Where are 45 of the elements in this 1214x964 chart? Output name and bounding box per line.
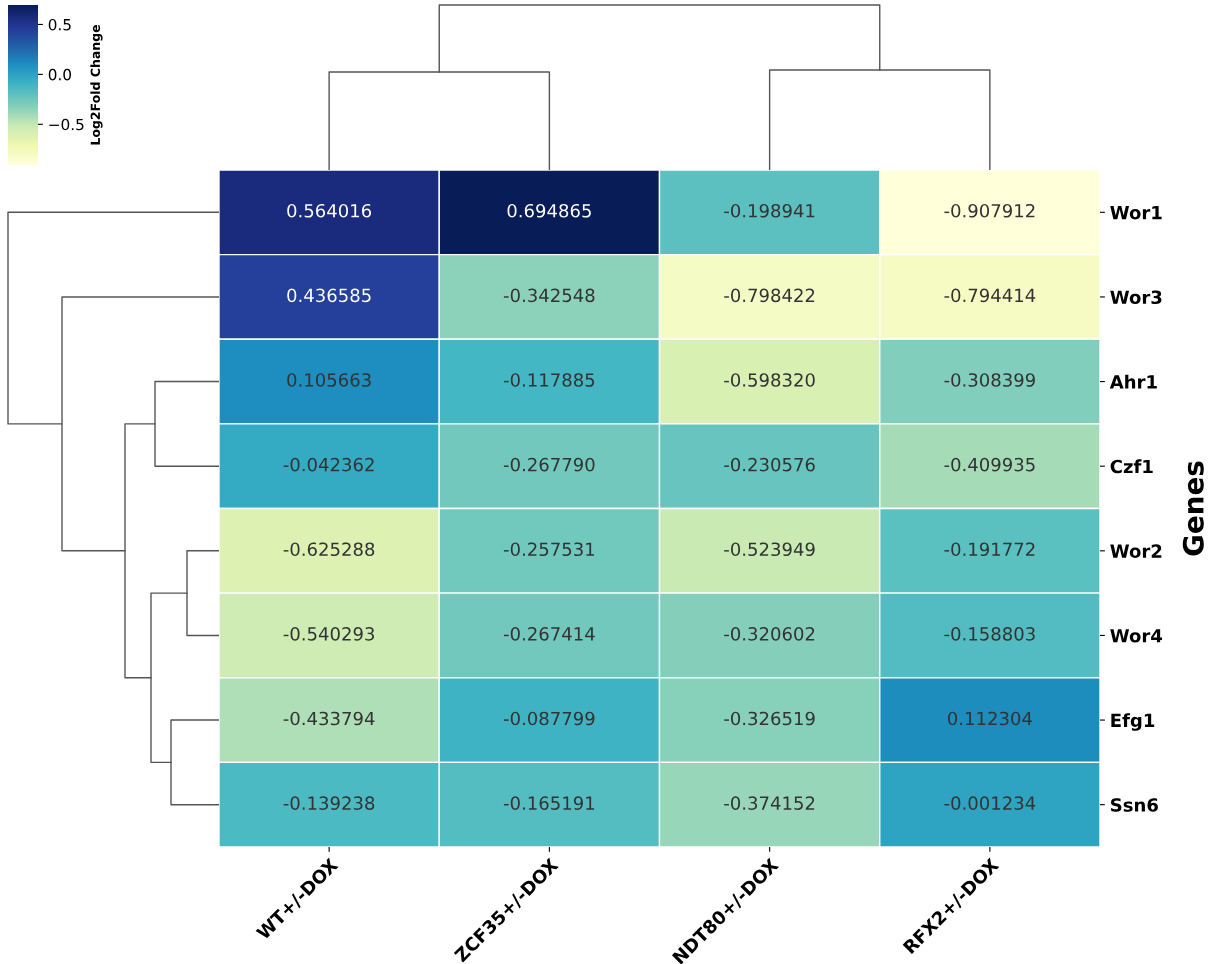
data-label: -0.230576 — [724, 457, 815, 472]
data-label: -0.117885 — [503, 373, 595, 387]
data-label: -0.267414 — [503, 627, 595, 641]
color-bar-label: 0.0 — [48, 68, 71, 81]
data-label: 0.112304 — [947, 711, 1032, 726]
data-label: -0.598320 — [724, 373, 815, 387]
y-axis-title: Genes — [1182, 461, 1204, 556]
y-tick-label: Wor2 — [1110, 544, 1162, 558]
data-label: -0.794414 — [944, 288, 1036, 303]
data-label: -0.165191 — [503, 796, 595, 810]
data-label: 0.564016 — [287, 203, 372, 218]
color-bar-label: −0.5 — [49, 118, 84, 131]
y-tick-label: Ssn6 — [1111, 798, 1158, 812]
data-label: -0.001234 — [944, 796, 1036, 810]
data-label: 0.694865 — [507, 203, 591, 218]
data-label: -0.257531 — [503, 542, 595, 557]
data-label: -0.198941 — [724, 203, 815, 218]
data-label: -0.087799 — [503, 711, 595, 726]
y-tick-label: Wor4 — [1110, 629, 1163, 643]
data-label: -0.798422 — [724, 288, 815, 303]
data-label: -0.139238 — [283, 796, 375, 810]
data-label: -0.326519 — [724, 711, 815, 726]
data-label: -0.308399 — [944, 373, 1035, 387]
data-label: -0.320602 — [724, 627, 815, 641]
y-tick-label: Czf1 — [1110, 459, 1153, 474]
color-bar-label: 0.5 — [48, 18, 71, 31]
data-label: -0.625288 — [283, 542, 375, 557]
data-label: -0.267790 — [503, 457, 595, 472]
y-tick-label: Wor1 — [1110, 206, 1162, 220]
color-bar-title: Log2Fold Change — [90, 24, 103, 145]
data-label: -0.907912 — [944, 203, 1035, 218]
data-label: -0.433794 — [283, 711, 375, 726]
data-label: 0.436585 — [287, 288, 371, 303]
y-tick-label: Wor3 — [1110, 290, 1162, 305]
data-label: -0.523949 — [724, 542, 815, 557]
y-tick-label: Ahr1 — [1109, 374, 1157, 389]
data-label: 0.105663 — [287, 373, 371, 387]
data-label: -0.042362 — [283, 457, 374, 472]
data-label: -0.409935 — [944, 457, 1035, 472]
data-label: -0.191772 — [944, 542, 1035, 557]
data-label: -0.342548 — [503, 288, 595, 303]
data-label: -0.158803 — [944, 627, 1035, 641]
y-tick-label: Efg1 — [1111, 713, 1155, 731]
data-label: -0.374152 — [724, 796, 815, 810]
data-label: -0.540293 — [283, 627, 375, 641]
